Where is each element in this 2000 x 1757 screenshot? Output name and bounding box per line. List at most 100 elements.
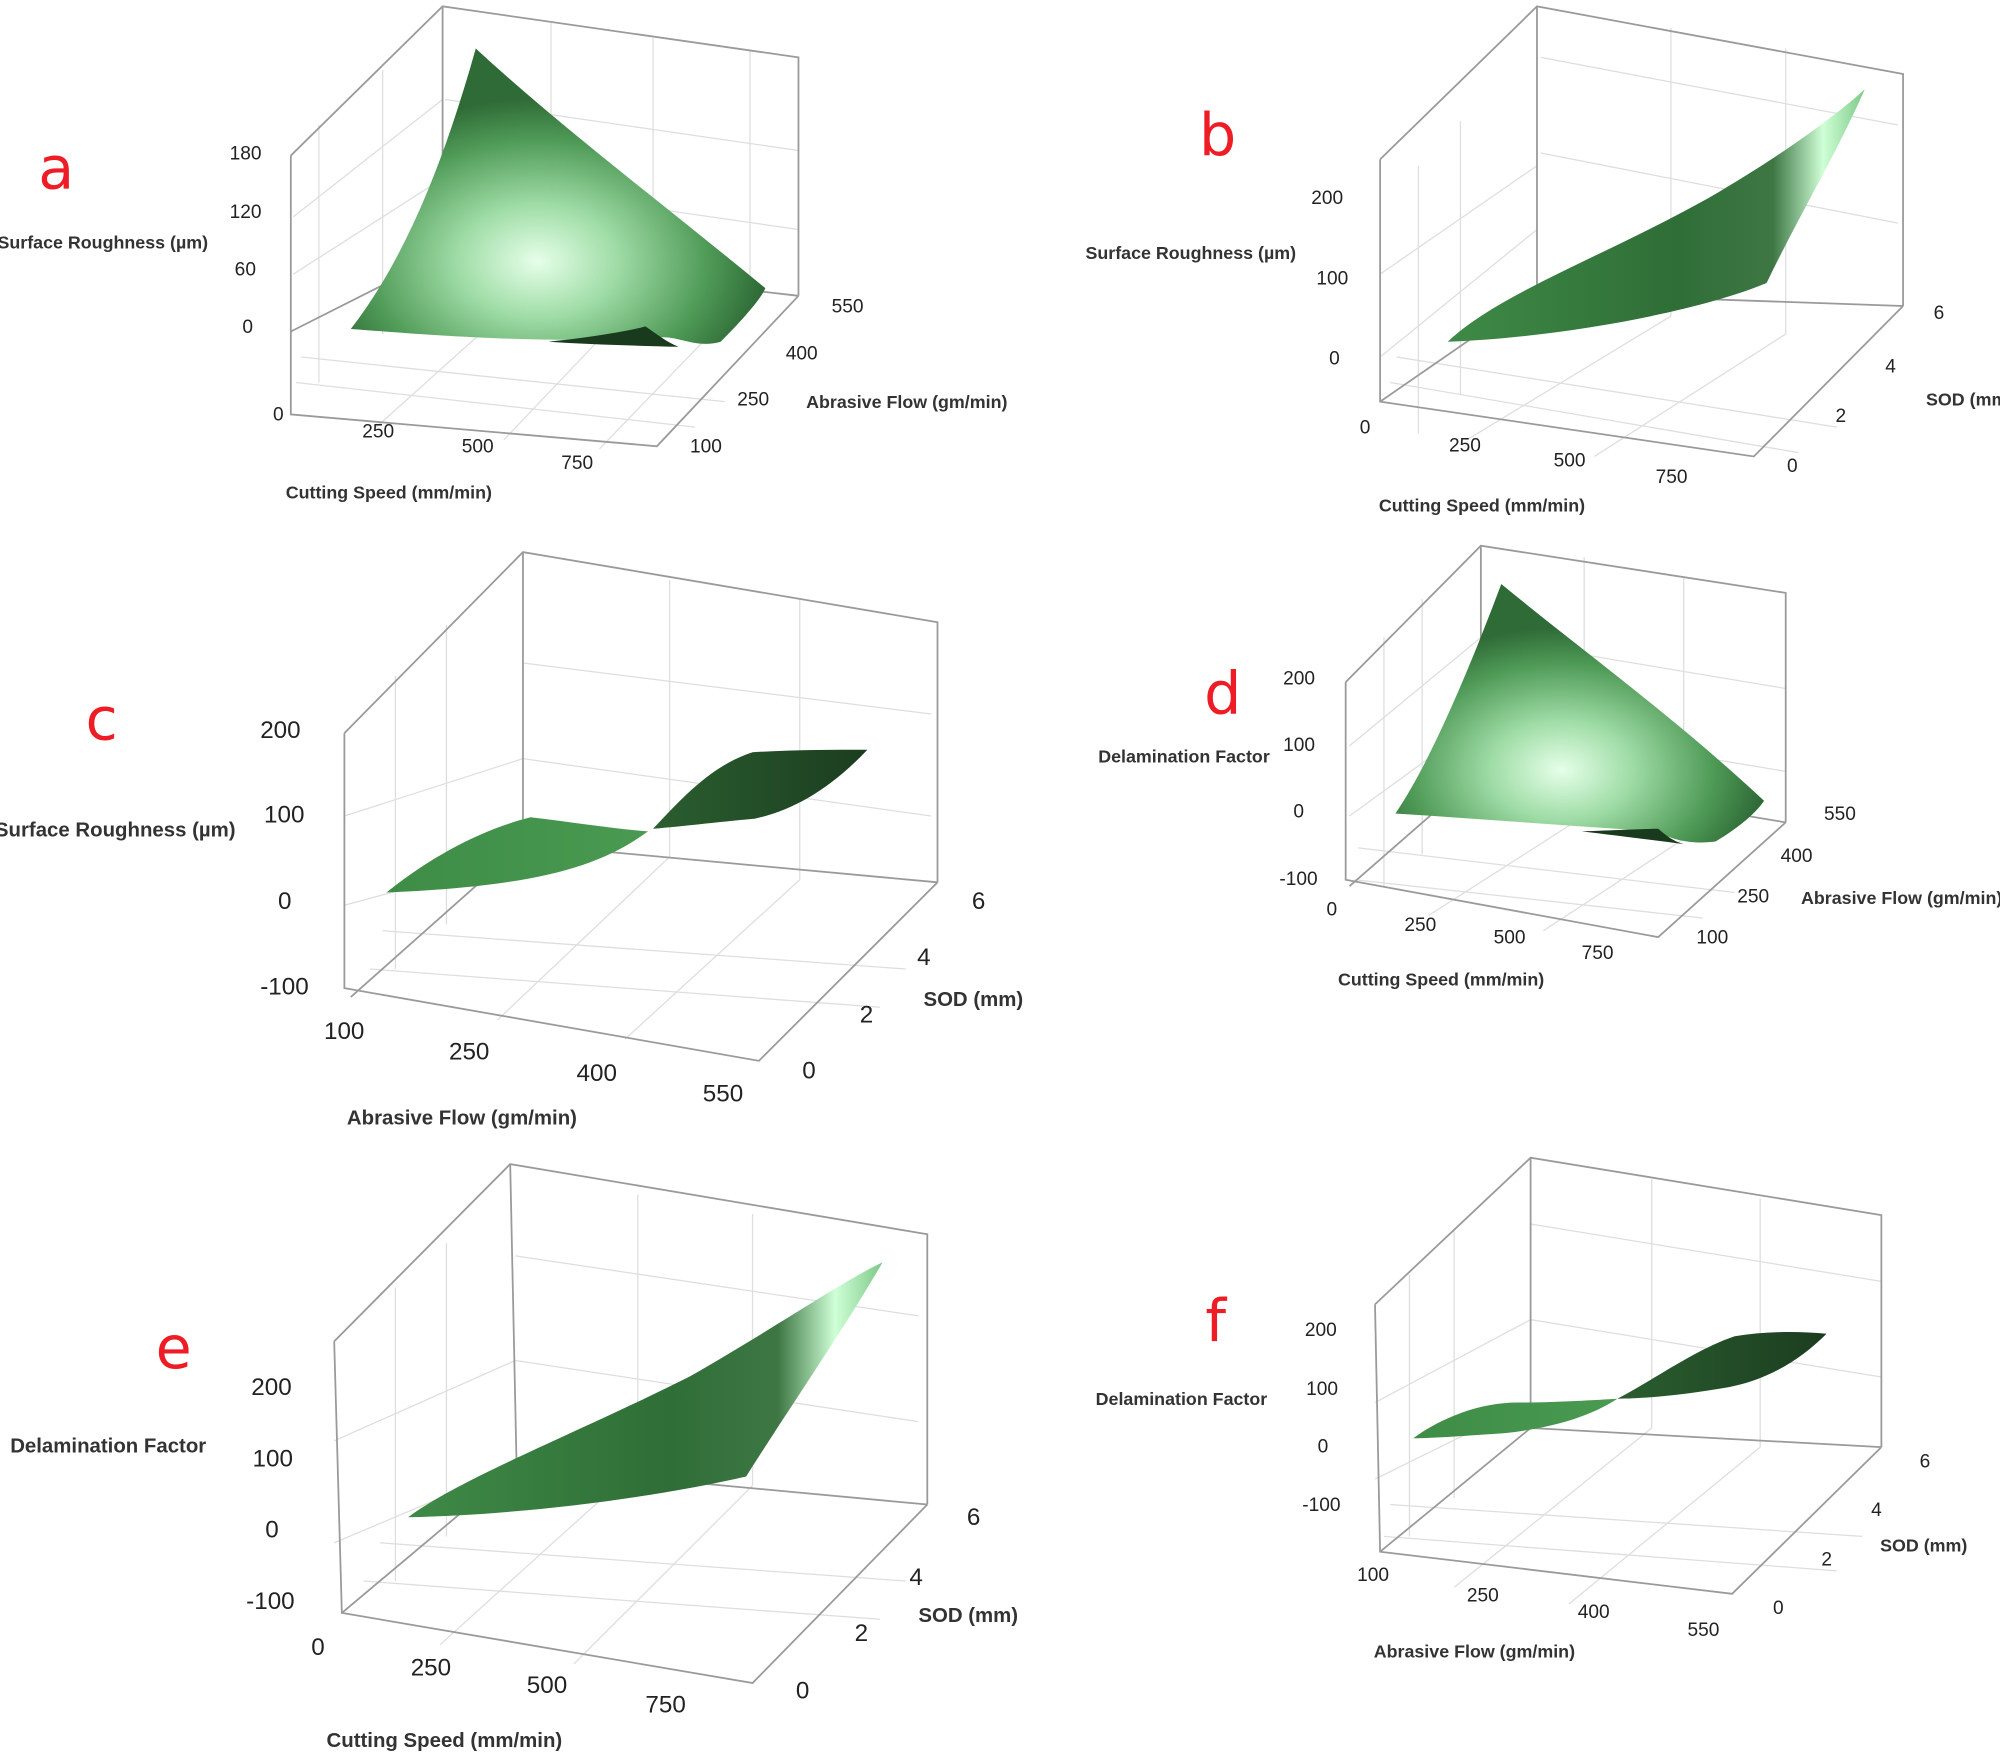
y-tick: 100	[1696, 928, 1728, 949]
panel-d: d 200 100 0 -100 Delamination Factor 0 2…	[1098, 544, 2000, 990]
y-axis-title: Abrasive Flow (gm/min)	[806, 392, 1007, 412]
surface-underside	[1581, 828, 1684, 845]
z-tick: 0	[265, 1517, 278, 1544]
y-axis-title: Abrasive Flow (gm/min)	[1801, 888, 2000, 908]
z-tick: 180	[230, 143, 262, 164]
y-tick: 2	[855, 1620, 868, 1647]
y-axis-title: SOD (mm)	[923, 989, 1023, 1011]
z-tick: 100	[1283, 735, 1315, 756]
x-tick: 250	[449, 1039, 489, 1066]
x-tick: 500	[527, 1672, 567, 1699]
y-tick: 2	[1821, 1550, 1832, 1571]
x-tick: 400	[1578, 1602, 1610, 1623]
panel-label: d	[1204, 660, 1241, 728]
x-tick: 550	[703, 1081, 743, 1108]
response-surface-front	[1413, 1398, 1618, 1439]
z-tick: 100	[264, 801, 304, 828]
response-surface	[1395, 583, 1765, 843]
y-tick: 0	[796, 1677, 809, 1704]
z-axis-title: Surface Roughness (µm)	[1085, 243, 1296, 263]
z-tick: -100	[246, 1588, 294, 1615]
response-surface-back	[653, 749, 868, 829]
x-tick: 500	[462, 437, 494, 458]
z-axis-title: Delamination Factor	[10, 1435, 206, 1457]
z-tick: 0	[278, 888, 291, 915]
z-tick: 0	[1329, 349, 1340, 370]
y-tick: 250	[737, 389, 769, 410]
z-tick: 200	[1311, 188, 1343, 209]
z-tick: 200	[251, 1374, 291, 1401]
panel-c: c 200 100 0 -100 Surface Roughness (µm) …	[0, 551, 1023, 1130]
y-tick: 400	[786, 344, 818, 365]
y-tick: 6	[972, 888, 985, 915]
z-tick: 60	[235, 259, 256, 280]
z-tick: 200	[260, 717, 300, 744]
x-tick: 0	[1360, 418, 1371, 439]
z-tick: -100	[1279, 869, 1317, 890]
z-tick: 100	[1306, 1379, 1338, 1400]
y-tick: 0	[802, 1058, 815, 1085]
response-surface-front	[386, 817, 648, 893]
panel-f: f 200 100 0 -100 Delamination Factor 100…	[1096, 1156, 1967, 1662]
grid-lines	[344, 580, 932, 1040]
x-tick: 0	[273, 405, 284, 426]
response-surface	[1447, 89, 1865, 342]
axis-box	[1374, 1156, 1883, 1595]
panel-label: f	[1205, 1287, 1227, 1355]
z-tick: 100	[1316, 268, 1348, 289]
x-tick: 250	[1449, 435, 1481, 456]
y-tick: 550	[832, 296, 864, 317]
z-tick: 100	[253, 1445, 293, 1472]
x-tick: 500	[1554, 451, 1586, 472]
panel-e: e 200 100 0 -100 Delamination Factor 0 2…	[10, 1163, 1018, 1752]
y-tick: 250	[1737, 887, 1769, 908]
y-axis-title: SOD (mm)	[1880, 1536, 1967, 1556]
z-axis-title: Surface Roughness (µm)	[0, 819, 236, 841]
x-tick: 250	[411, 1654, 451, 1681]
x-tick: 250	[1467, 1585, 1499, 1606]
y-tick: 2	[860, 1002, 873, 1029]
y-tick: 400	[1781, 846, 1813, 867]
z-tick: 200	[1283, 669, 1315, 690]
x-tick: 500	[1494, 928, 1526, 949]
x-tick: 100	[324, 1018, 364, 1045]
y-tick: 550	[1824, 804, 1856, 825]
x-tick: 400	[577, 1060, 617, 1087]
grid-lines	[1374, 1179, 1882, 1605]
y-tick: 6	[1920, 1452, 1931, 1473]
y-tick: 4	[1871, 1500, 1882, 1521]
y-tick: 2	[1835, 406, 1846, 427]
y-axis-title: SOD (mm)	[918, 1605, 1018, 1627]
y-tick: 4	[1885, 356, 1896, 377]
z-axis-title: Delamination Factor	[1096, 1389, 1268, 1409]
z-tick: 0	[1293, 801, 1304, 822]
surface-underside	[548, 326, 679, 347]
x-tick: 750	[1582, 943, 1614, 964]
x-tick: 750	[645, 1691, 685, 1718]
y-tick: 0	[1773, 1598, 1784, 1619]
y-tick: 0	[1787, 456, 1798, 477]
z-axis-title: Delamination Factor	[1098, 746, 1270, 766]
panel-label: c	[85, 686, 117, 754]
z-tick: 0	[1318, 1436, 1329, 1457]
y-tick: 100	[690, 437, 722, 458]
panel-label: e	[156, 1314, 192, 1382]
z-tick: 0	[242, 317, 253, 338]
response-surface	[350, 48, 766, 344]
panel-label: b	[1199, 102, 1236, 170]
z-tick: 200	[1305, 1320, 1337, 1341]
x-tick: 750	[561, 453, 593, 474]
x-tick: 0	[311, 1634, 324, 1661]
panel-label: a	[38, 135, 74, 203]
y-tick: 6	[1934, 303, 1945, 324]
y-axis-title: SOD (mm)	[1926, 389, 2000, 409]
x-tick: 250	[362, 421, 394, 442]
z-axis-title: Surface Roughness (µm)	[0, 233, 208, 253]
x-tick: 100	[1357, 1565, 1389, 1586]
x-axis-title: Cutting Speed (mm/min)	[1379, 495, 1585, 515]
x-tick: 750	[1656, 467, 1688, 488]
y-tick: 4	[917, 944, 930, 971]
x-tick: 550	[1688, 1620, 1720, 1641]
x-tick: 250	[1404, 915, 1436, 936]
